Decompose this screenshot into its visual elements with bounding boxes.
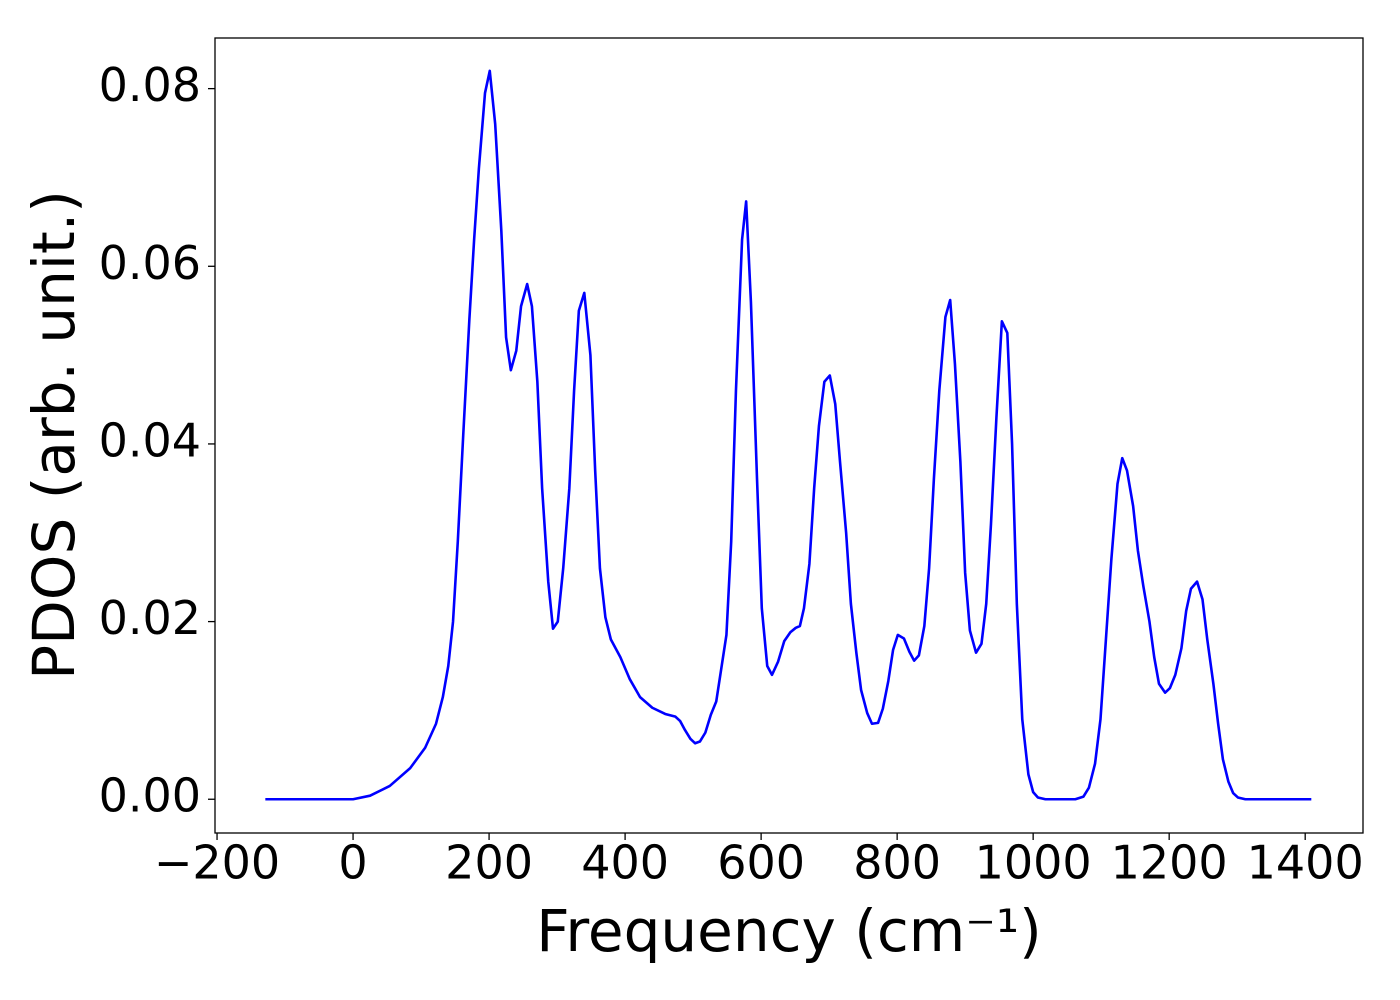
x-tick-label: 1400: [1247, 836, 1364, 890]
y-tick-label: 0.00: [99, 769, 201, 823]
plot-frame: [214, 37, 1364, 834]
x-tick-label: 1000: [975, 836, 1092, 890]
x-tick-label: 800: [853, 836, 941, 890]
x-tick-label: −200: [154, 836, 280, 890]
y-tick-label: 0.08: [99, 58, 201, 112]
y-tick-label: 0.04: [99, 413, 201, 467]
x-tick-label: 200: [445, 836, 533, 890]
x-tick-label: 600: [717, 836, 805, 890]
y-tick-label: 0.02: [99, 591, 201, 645]
y-tick-label: 0.06: [99, 236, 201, 290]
x-tick-label: 1200: [1111, 836, 1228, 890]
x-tick-label: 400: [581, 836, 669, 890]
x-axis-label: Frequency (cm⁻¹): [536, 897, 1042, 965]
x-tick-label: 0: [338, 836, 367, 890]
y-axis-label: PDOS (arb. unit.): [20, 190, 88, 680]
line-series: [265, 69, 1312, 801]
